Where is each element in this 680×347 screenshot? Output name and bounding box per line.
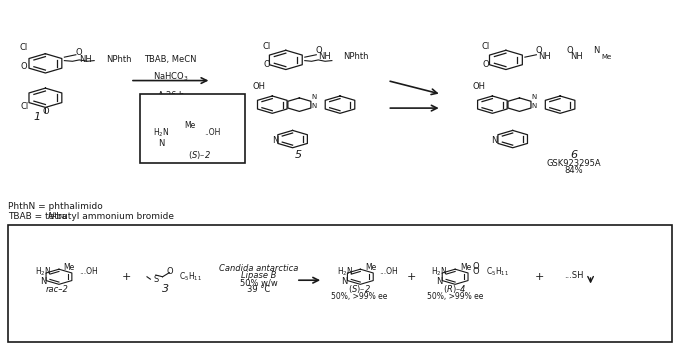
- Text: O: O: [472, 267, 479, 276]
- Text: O: O: [42, 107, 49, 116]
- Text: Lipase B: Lipase B: [241, 271, 277, 280]
- Bar: [140, 94, 245, 163]
- Text: 3: 3: [163, 284, 169, 294]
- Text: N: N: [593, 46, 599, 55]
- Text: $(S)$–2: $(S)$–2: [347, 283, 371, 295]
- Text: Cl: Cl: [481, 42, 490, 51]
- Text: O: O: [264, 60, 270, 69]
- Text: N: N: [437, 277, 443, 286]
- Text: -butyl ammonium bromide: -butyl ammonium bromide: [53, 212, 174, 221]
- Text: C$_5$H$_{11}$: C$_5$H$_{11}$: [486, 265, 509, 278]
- Text: GSK923295A: GSK923295A: [546, 159, 601, 168]
- Text: N: N: [40, 277, 46, 286]
- Text: $(R)$–4: $(R)$–4: [443, 283, 466, 295]
- Text: 50%, >99% ee: 50%, >99% ee: [427, 292, 483, 301]
- Text: Me: Me: [64, 263, 75, 272]
- Text: OH: OH: [473, 82, 486, 91]
- Text: O: O: [567, 46, 573, 55]
- Text: Cl: Cl: [262, 42, 271, 51]
- Text: Me: Me: [184, 121, 195, 130]
- Text: Me: Me: [365, 263, 376, 272]
- Text: Me: Me: [601, 54, 611, 60]
- Text: Cl: Cl: [20, 102, 29, 111]
- Text: N: N: [158, 139, 165, 148]
- Text: ...OH: ...OH: [379, 267, 398, 276]
- Text: S: S: [153, 275, 158, 284]
- Text: N: N: [532, 94, 537, 101]
- Text: $(S)$–2: $(S)$–2: [188, 149, 211, 161]
- Text: NaHCO$_3$: NaHCO$_3$: [153, 71, 188, 83]
- Text: O: O: [315, 46, 322, 55]
- Text: NPhth: NPhth: [106, 55, 132, 64]
- Text: rac–2: rac–2: [46, 285, 69, 294]
- Text: ...OH: ...OH: [80, 267, 98, 276]
- Text: NH: NH: [318, 52, 331, 61]
- Text: +: +: [407, 272, 415, 282]
- Text: N: N: [311, 103, 317, 109]
- Text: 50%, >99% ee: 50%, >99% ee: [330, 292, 387, 301]
- Text: N: N: [532, 103, 537, 109]
- Text: 6: 6: [570, 150, 577, 160]
- Bar: [8, 225, 672, 342]
- Text: H$_2$N: H$_2$N: [153, 127, 169, 139]
- Text: NH: NH: [80, 55, 92, 64]
- Text: O: O: [472, 262, 479, 271]
- Text: NPhth: NPhth: [343, 52, 369, 61]
- Text: PhthN = phthalimido: PhthN = phthalimido: [8, 202, 103, 211]
- Text: TBAB = tetra: TBAB = tetra: [8, 212, 70, 221]
- Text: Me: Me: [460, 263, 471, 272]
- Text: H$_2$N: H$_2$N: [35, 266, 52, 278]
- Text: N: N: [341, 277, 348, 286]
- Text: +: +: [535, 272, 545, 282]
- Text: N: N: [48, 212, 55, 221]
- Text: TBAB, MeCN: TBAB, MeCN: [144, 56, 197, 65]
- Text: O: O: [535, 46, 542, 55]
- Text: O: O: [76, 48, 82, 57]
- Text: H$_2$N: H$_2$N: [431, 266, 447, 278]
- Text: N: N: [311, 94, 317, 101]
- Text: O: O: [20, 62, 27, 71]
- Text: N: N: [273, 136, 279, 145]
- Text: C$_5$H$_{11}$: C$_5$H$_{11}$: [179, 271, 202, 283]
- Text: OH: OH: [252, 82, 265, 91]
- Text: O: O: [482, 60, 489, 69]
- Text: O: O: [166, 267, 173, 276]
- Text: NH: NH: [539, 52, 551, 61]
- Text: $\Delta$ 26 h: $\Delta$ 26 h: [156, 89, 185, 100]
- Text: N: N: [491, 136, 498, 145]
- Text: 84%: 84%: [564, 167, 583, 176]
- Text: 50% w/w: 50% w/w: [240, 278, 277, 287]
- Text: Cl: Cl: [20, 43, 28, 52]
- Text: 1: 1: [33, 112, 40, 122]
- Text: 39 °C: 39 °C: [247, 285, 271, 294]
- Text: NH: NH: [571, 52, 583, 61]
- Text: +: +: [122, 272, 131, 282]
- Text: H$_2$N: H$_2$N: [337, 266, 353, 278]
- Text: 5: 5: [294, 150, 301, 160]
- Text: ...SH: ...SH: [564, 271, 583, 280]
- Text: Candida antarctica: Candida antarctica: [219, 264, 299, 273]
- Text: ..OH: ..OH: [205, 128, 221, 137]
